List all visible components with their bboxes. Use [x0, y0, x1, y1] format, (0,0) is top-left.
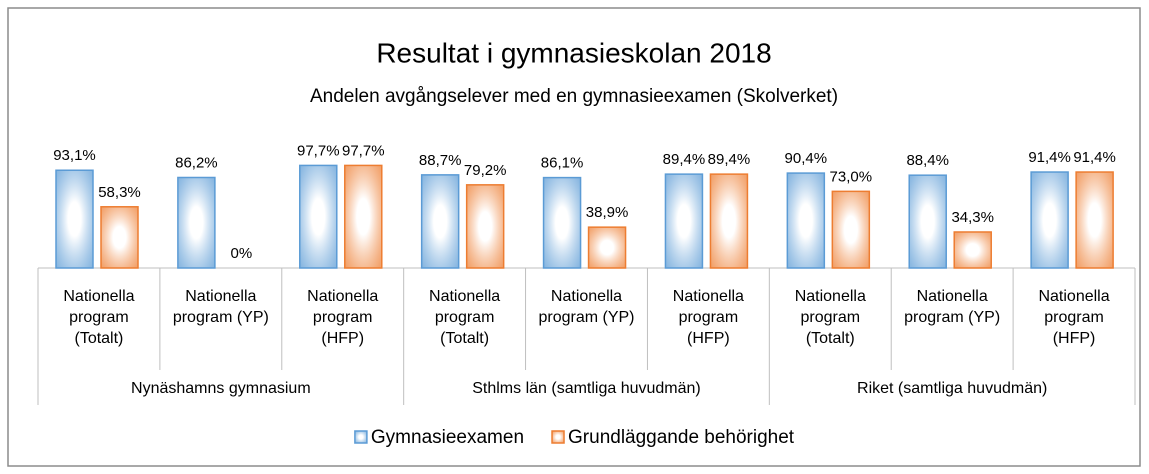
- bar: [664, 173, 704, 269]
- value-label: 90,4%: [785, 150, 828, 167]
- legend-label: Gymnasieexamen: [371, 427, 524, 448]
- value-label: 91,4%: [1073, 149, 1116, 166]
- bar: [1075, 171, 1114, 269]
- bar: [465, 184, 505, 269]
- x-tick-label: Nationella program (HFP): [307, 288, 379, 347]
- chart-subtitle: Andelen avgångselever med en gymnasieexa…: [310, 86, 838, 107]
- value-label: 97,7%: [297, 142, 340, 159]
- x-tick-label: Nationella program (Totalt): [429, 288, 501, 347]
- x-tick-label: Nationella program (Totalt): [794, 288, 866, 347]
- x-tick-label: Nationella program (Totalt): [63, 288, 135, 347]
- bar: [1030, 171, 1069, 269]
- value-label: 58,3%: [98, 184, 141, 201]
- bar: [542, 176, 582, 269]
- bar: [786, 172, 826, 269]
- legend-label: Grundläggande behörighet: [568, 427, 795, 448]
- value-label: 89,4%: [708, 151, 751, 168]
- x-tick-label: Nationella program (YP): [538, 288, 635, 326]
- bar: [709, 173, 749, 269]
- bar: [55, 169, 94, 269]
- group-label: Riket (samtliga huvudmän): [857, 380, 1047, 397]
- value-label: 93,1%: [53, 147, 96, 164]
- value-label: 86,2%: [175, 154, 218, 171]
- x-tick-label: Nationella program (HFP): [1038, 288, 1110, 347]
- value-label: 88,7%: [419, 152, 462, 169]
- bar: [908, 174, 947, 269]
- bar: [587, 226, 627, 269]
- value-label: 73,0%: [830, 168, 873, 185]
- value-label: 79,2%: [464, 162, 507, 179]
- bar: [299, 164, 338, 269]
- value-label: 34,3%: [951, 209, 994, 226]
- value-label: 88,4%: [906, 152, 949, 169]
- legend-swatch: [551, 430, 565, 444]
- value-label: 38,9%: [586, 204, 629, 221]
- value-label: 91,4%: [1028, 149, 1071, 166]
- bar: [344, 164, 383, 269]
- value-label: 86,1%: [541, 155, 584, 172]
- value-label: 97,7%: [342, 142, 385, 159]
- chart-title: Resultat i gymnasieskolan 2018: [376, 37, 771, 68]
- bar: [420, 174, 460, 269]
- bar: [831, 190, 871, 269]
- x-tick-label: Nationella program (YP): [172, 288, 269, 326]
- value-label: 0%: [231, 245, 253, 262]
- x-tick-label: Nationella program (HFP): [672, 288, 744, 347]
- value-label: 89,4%: [663, 151, 706, 168]
- bar: [953, 231, 992, 269]
- bar: [177, 176, 216, 269]
- legend-swatch: [354, 430, 368, 444]
- group-label: Nynäshamns gymnasium: [131, 380, 311, 397]
- x-tick-label: Nationella program (YP): [904, 288, 1001, 326]
- group-label: Sthlms län (samtliga huvudmän): [472, 380, 701, 397]
- bar: [100, 206, 139, 269]
